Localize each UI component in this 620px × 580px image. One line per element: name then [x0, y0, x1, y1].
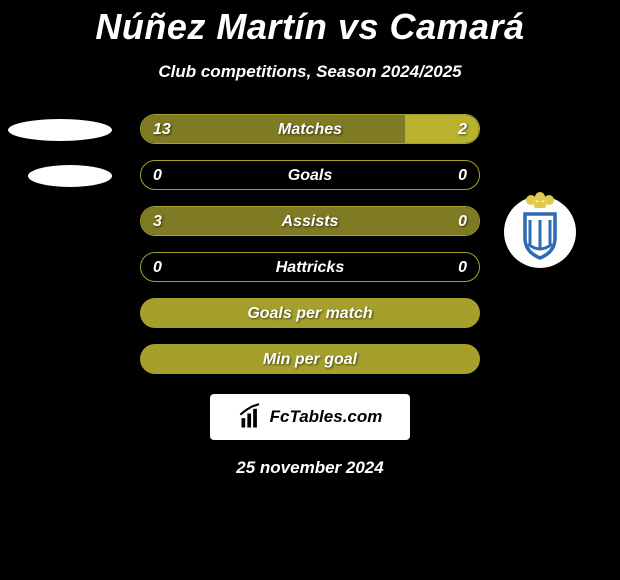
- page-title: Núñez Martín vs Camará: [0, 6, 620, 48]
- page-subtitle: Club competitions, Season 2024/2025: [0, 62, 620, 82]
- stat-bar: 30Assists: [140, 206, 480, 236]
- stat-label: Matches: [141, 115, 479, 144]
- player1-silhouette: [28, 165, 112, 187]
- stat-bar: Min per goal: [140, 344, 480, 374]
- stat-label: Min per goal: [141, 345, 479, 374]
- comparison-infographic: Núñez Martín vs Camará Club competitions…: [0, 0, 620, 580]
- stat-row: Goals per match: [0, 298, 620, 330]
- stat-label: Hattricks: [141, 253, 479, 282]
- stat-label: Assists: [141, 207, 479, 236]
- stat-bar: 00Hattricks: [140, 252, 480, 282]
- stat-label: Goals: [141, 161, 479, 190]
- stat-bar: 00Goals: [140, 160, 480, 190]
- infographic-date: 25 november 2024: [0, 458, 620, 478]
- site-name: FcTables.com: [270, 407, 383, 427]
- player1-silhouette: [8, 119, 112, 141]
- chart-icon: [238, 403, 266, 431]
- comparison-bars: 132Matches 00Goals 30Assists 00Hattricks Go…: [0, 114, 620, 376]
- stat-label: Goals per match: [141, 299, 479, 328]
- stat-row: 00Hattricks: [0, 252, 620, 284]
- stat-row: Min per goal: [0, 344, 620, 376]
- stat-bar: Goals per match: [140, 298, 480, 328]
- site-logo-card: FcTables.com: [210, 394, 410, 440]
- stat-row: 132Matches: [0, 114, 620, 146]
- stat-bar: 132Matches: [140, 114, 480, 144]
- stat-row: 30Assists: [0, 206, 620, 238]
